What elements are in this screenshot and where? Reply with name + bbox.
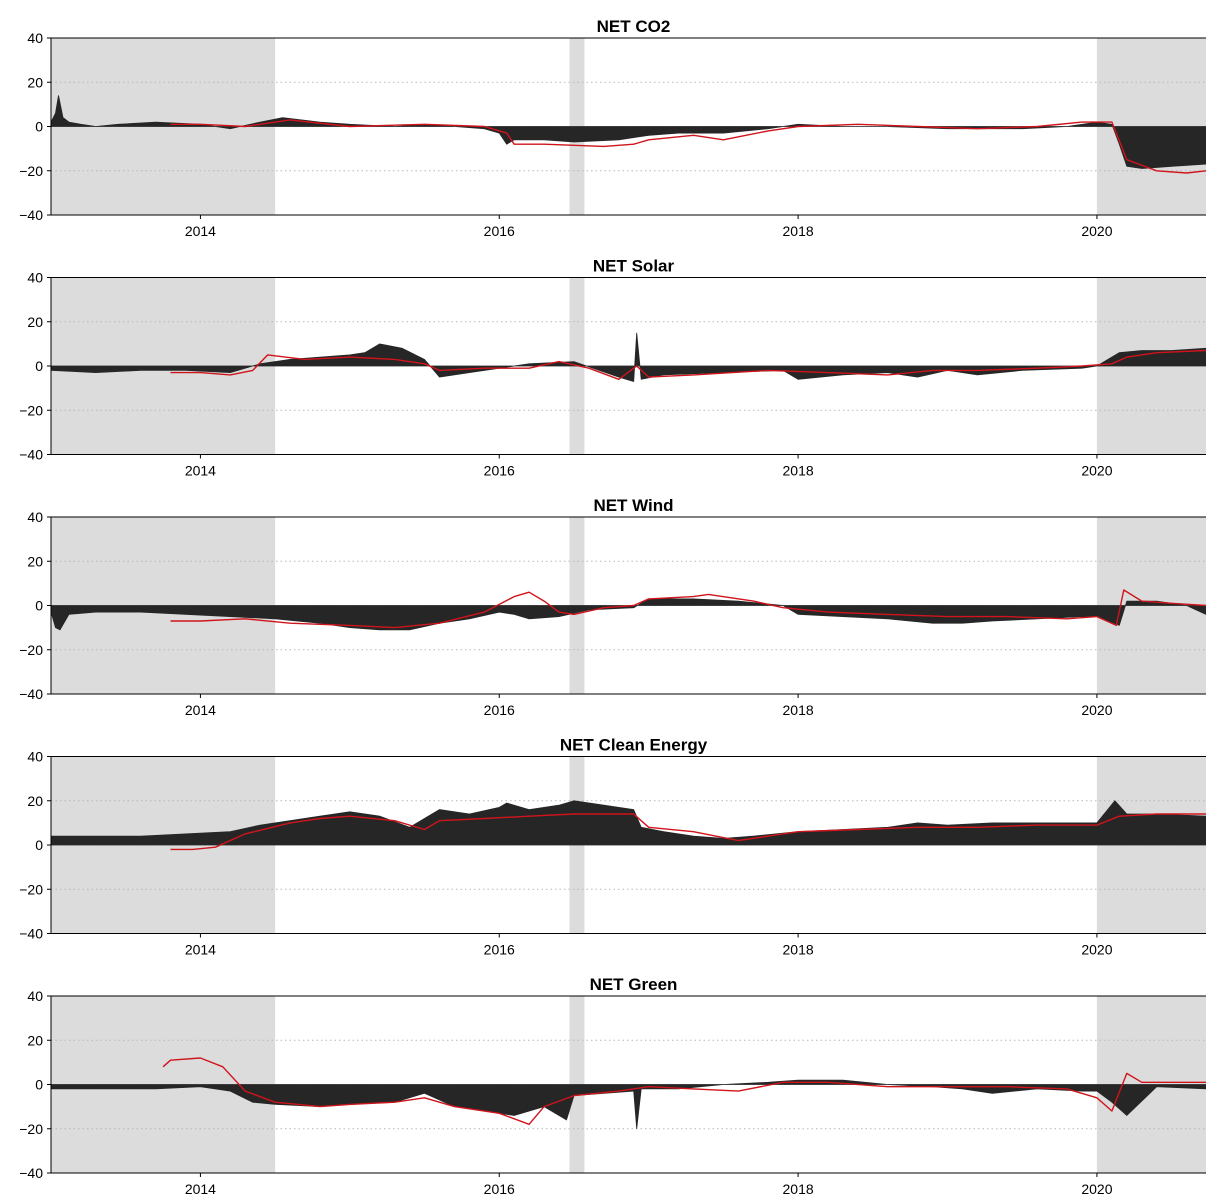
y-tick-label: 40 <box>27 988 43 1004</box>
y-tick-label: 20 <box>27 314 43 330</box>
y-tick-label: 20 <box>27 1032 43 1048</box>
y-tick-label: 40 <box>27 30 43 46</box>
x-tick-label: 2018 <box>783 942 814 958</box>
chart-panel-2: −40 −20 0 20 40 2014 2016 2018 2020 NET Solar <box>19 257 1206 479</box>
y-tick-label: 20 <box>27 553 43 569</box>
y-tick-label: 0 <box>35 1077 43 1093</box>
y-tick-label: −40 <box>19 926 43 942</box>
y-tick-label: −40 <box>19 1165 43 1181</box>
y-tick-label: 40 <box>27 749 43 765</box>
x-tick-label: 2018 <box>783 463 814 479</box>
chart-title: NET CO2 <box>597 17 671 36</box>
x-tick-label: 2016 <box>484 223 515 239</box>
x-tick-label: 2016 <box>484 463 515 479</box>
line-series <box>170 119 1206 174</box>
chart-panel-5: −40 −20 0 20 40 2014 2016 2018 2020 NET Green <box>19 975 1206 1197</box>
data-layer <box>51 800 1206 851</box>
x-tick-label: 2020 <box>1081 463 1112 479</box>
data-layer <box>51 589 1206 631</box>
x-tick-label: 2020 <box>1081 942 1112 958</box>
data-layer <box>51 332 1206 383</box>
y-tick-label: 0 <box>35 837 43 853</box>
y-tick-label: 0 <box>35 119 43 135</box>
x-tick-label: 2018 <box>783 223 814 239</box>
line-series <box>170 813 1206 851</box>
x-tick-label: 2014 <box>185 223 216 239</box>
chart-title: NET Clean Energy <box>560 736 708 755</box>
y-tick-label: 0 <box>35 358 43 374</box>
x-tick-label: 2020 <box>1081 1181 1112 1197</box>
x-tick-label: 2016 <box>484 1181 515 1197</box>
y-tick-label: −40 <box>19 207 43 223</box>
y-tick-label: 20 <box>27 793 43 809</box>
line-series <box>170 349 1206 380</box>
x-tick-label: 2018 <box>783 702 814 718</box>
line-series <box>170 589 1206 629</box>
line-series <box>162 1057 1206 1125</box>
area-series <box>51 95 1206 169</box>
y-tick-label: −40 <box>19 686 43 702</box>
y-tick-label: −20 <box>19 881 43 897</box>
x-tick-label: 2014 <box>185 1181 216 1197</box>
chart-title: NET Wind <box>593 496 673 515</box>
area-series <box>51 1079 1206 1129</box>
x-tick-label: 2016 <box>484 702 515 718</box>
area-series <box>51 332 1206 383</box>
data-layer <box>51 95 1206 174</box>
y-tick-label: 0 <box>35 598 43 614</box>
y-tick-label: −20 <box>19 402 43 418</box>
y-tick-label: −20 <box>19 163 43 179</box>
x-tick-label: 2014 <box>185 702 216 718</box>
y-tick-label: −40 <box>19 447 43 463</box>
x-tick-label: 2016 <box>484 942 515 958</box>
chart-title: NET Green <box>590 975 678 994</box>
chart-panel-3: −40 −20 0 20 40 2014 2016 2018 2020 NET Wind <box>19 496 1206 718</box>
y-tick-label: 40 <box>27 509 43 525</box>
x-tick-label: 2014 <box>185 463 216 479</box>
x-tick-label: 2018 <box>783 1181 814 1197</box>
y-tick-label: −20 <box>19 1121 43 1137</box>
chart-title: NET Solar <box>593 257 675 276</box>
x-tick-label: 2020 <box>1081 702 1112 718</box>
y-tick-label: 20 <box>27 74 43 90</box>
x-tick-label: 2020 <box>1081 223 1112 239</box>
chart-panel-4: −40 −20 0 20 40 2014 2016 2018 2020 NET Clean Ene… <box>19 736 1206 958</box>
chart-panel-1: −40 −20 0 20 40 2014 2016 2018 2020 NET CO2 <box>19 17 1206 239</box>
data-layer <box>51 1057 1206 1129</box>
area-series <box>51 800 1206 846</box>
x-tick-label: 2014 <box>185 942 216 958</box>
y-tick-label: 40 <box>27 270 43 286</box>
y-tick-label: −20 <box>19 642 43 658</box>
